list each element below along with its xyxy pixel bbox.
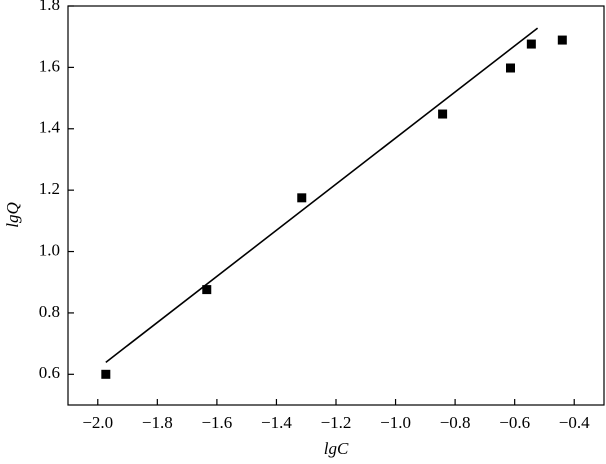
x-tick-label: −0.6: [499, 413, 530, 432]
data-point: [557, 35, 567, 45]
x-axis-label: lgC: [324, 439, 349, 458]
x-tick-label: −1.4: [261, 413, 292, 432]
data-point: [438, 109, 448, 119]
x-tick-label: −1.6: [201, 413, 232, 432]
data-point: [526, 39, 536, 49]
y-tick-label: 1.0: [39, 240, 60, 259]
data-point: [505, 63, 515, 73]
y-tick-label: 0.8: [39, 302, 60, 321]
y-tick-label: 0.6: [39, 363, 60, 382]
fit-line: [105, 27, 539, 363]
x-tick-label: −1.0: [380, 413, 411, 432]
data-point: [297, 193, 307, 203]
x-tick-label: −1.2: [321, 413, 352, 432]
data-point: [101, 369, 111, 379]
y-tick-label: 1.4: [39, 118, 61, 137]
plot-frame: [67, 5, 605, 406]
x-tick-label: −1.8: [142, 413, 173, 432]
x-tick-label: −0.4: [559, 413, 590, 432]
y-tick-label: 1.8: [39, 0, 60, 14]
y-tick-label: 1.6: [39, 56, 60, 75]
x-tick-label: −0.8: [440, 413, 471, 432]
y-axis-label: lgQ: [3, 202, 22, 228]
y-tick-label: 1.2: [39, 179, 60, 198]
data-point: [202, 285, 212, 295]
x-tick-label: −2.0: [82, 413, 113, 432]
